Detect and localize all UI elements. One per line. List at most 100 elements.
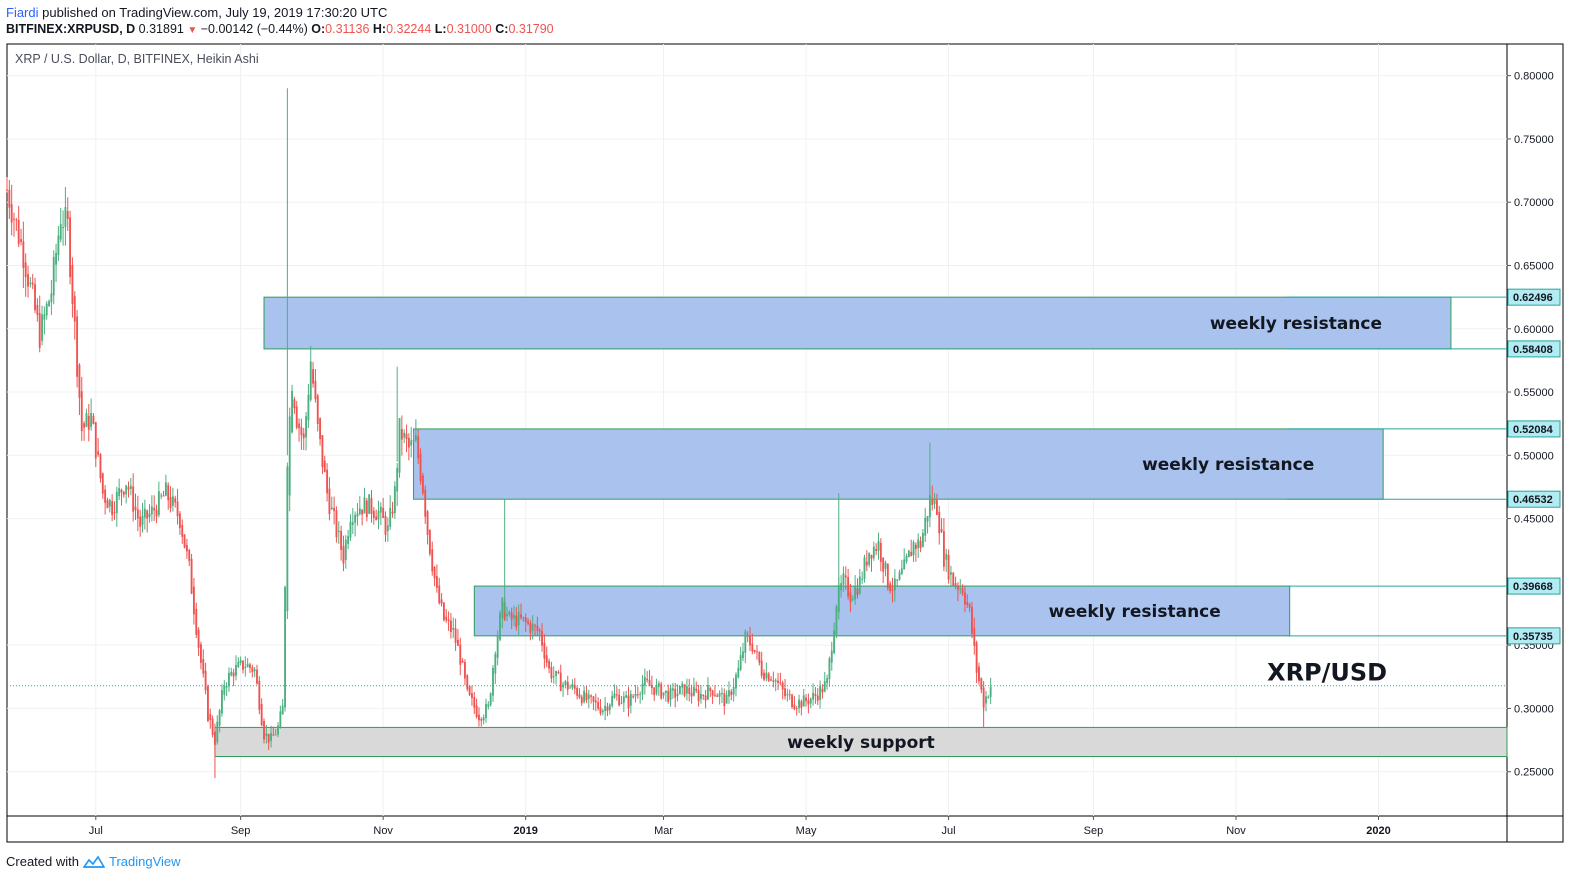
candle-body xyxy=(611,695,614,706)
candle-body xyxy=(583,690,586,702)
candle-body xyxy=(667,691,670,702)
candle-body xyxy=(85,413,88,427)
candle-body xyxy=(174,498,177,503)
candle-body xyxy=(489,693,492,705)
y-tick-label: 0.45000 xyxy=(1514,514,1554,526)
candle-body xyxy=(162,495,165,497)
candle-body xyxy=(478,714,480,721)
candle-body xyxy=(594,700,597,703)
candle-body xyxy=(562,684,565,688)
candle-body xyxy=(842,573,845,585)
candle-body xyxy=(260,704,263,726)
candle-body xyxy=(863,557,866,580)
tradingview-logo-icon xyxy=(82,855,105,868)
candle-body xyxy=(555,670,557,677)
candle-body xyxy=(482,717,485,721)
candle-body xyxy=(368,494,371,514)
candle-body xyxy=(714,694,716,696)
candle-body xyxy=(421,475,424,494)
candle-body xyxy=(344,539,347,561)
chart-annotation: XRP/USD xyxy=(1267,658,1387,686)
resistance-zone-label: weekly resistance xyxy=(1210,314,1382,334)
candle-body xyxy=(548,661,550,669)
candle-body xyxy=(765,672,768,679)
candle-body xyxy=(496,635,499,658)
price-label-text: 0.52084 xyxy=(1513,424,1554,436)
candle-body xyxy=(143,508,146,518)
candle-body xyxy=(232,672,235,677)
price-label-text: 0.39668 xyxy=(1513,581,1553,593)
candle-body xyxy=(464,662,466,679)
candle-body xyxy=(157,491,160,516)
candle-body xyxy=(452,627,455,630)
candle-body xyxy=(851,599,854,601)
candle-body xyxy=(160,495,163,497)
candle-body xyxy=(816,695,819,701)
candle-body xyxy=(828,658,831,680)
candle-body xyxy=(648,679,651,687)
tradingview-brand-link[interactable]: TradingView xyxy=(108,854,181,869)
candle-body xyxy=(64,207,67,228)
candle-body xyxy=(410,440,413,446)
candle-body xyxy=(676,693,679,696)
candle-body xyxy=(457,639,459,646)
candle-body xyxy=(882,557,885,572)
candle-body xyxy=(351,522,354,525)
candle-body xyxy=(428,530,431,555)
candle-body xyxy=(580,696,583,704)
candle-body xyxy=(83,423,86,428)
candle-body xyxy=(945,553,948,560)
candle-body xyxy=(985,696,987,704)
candle-body xyxy=(690,692,693,697)
candle-body xyxy=(524,617,527,623)
candle-body xyxy=(746,635,749,637)
candle-body xyxy=(204,670,207,691)
candle-body xyxy=(905,555,908,562)
candle-body xyxy=(833,630,836,654)
candle-body xyxy=(886,563,889,589)
candle-body xyxy=(957,585,959,590)
candle-body xyxy=(529,623,532,633)
candle-body xyxy=(671,688,674,691)
candle-body xyxy=(678,686,681,695)
candle-body xyxy=(931,499,934,506)
candle-body xyxy=(875,548,878,551)
price-label-text: 0.46532 xyxy=(1513,494,1553,506)
price-label-box xyxy=(1507,490,1561,508)
candle-body xyxy=(461,660,464,663)
candle-body xyxy=(249,664,251,668)
down-arrow-icon: ▼ xyxy=(187,25,198,36)
candle-body xyxy=(858,576,861,594)
candle-body xyxy=(13,218,15,220)
candle-body xyxy=(445,616,448,621)
candle-body xyxy=(784,688,786,697)
candle-body xyxy=(305,416,307,438)
candle-body xyxy=(653,687,656,696)
candle-body xyxy=(361,509,364,515)
candle-body xyxy=(814,694,817,697)
candle-body xyxy=(891,589,894,591)
candle-body xyxy=(164,482,167,496)
candle-body xyxy=(55,252,57,265)
candle-body xyxy=(632,696,635,698)
candle-body xyxy=(6,189,8,191)
candle-body xyxy=(316,395,319,424)
candle-body xyxy=(333,507,336,512)
candle-body xyxy=(550,666,553,679)
candle-body xyxy=(982,687,985,708)
author-link[interactable]: Fiardi xyxy=(6,5,39,20)
candle-body xyxy=(557,671,560,673)
candle-body xyxy=(917,539,920,549)
candle-body xyxy=(753,650,756,652)
candle-body xyxy=(31,282,34,285)
candle-body xyxy=(120,489,123,493)
candle-body xyxy=(108,499,111,507)
candle-body xyxy=(167,485,170,501)
candle-body xyxy=(24,262,27,278)
candle-body xyxy=(578,694,581,698)
candle-body xyxy=(898,572,901,580)
candle-body xyxy=(872,546,875,558)
candle-body xyxy=(924,517,927,536)
candle-body xyxy=(122,491,125,495)
